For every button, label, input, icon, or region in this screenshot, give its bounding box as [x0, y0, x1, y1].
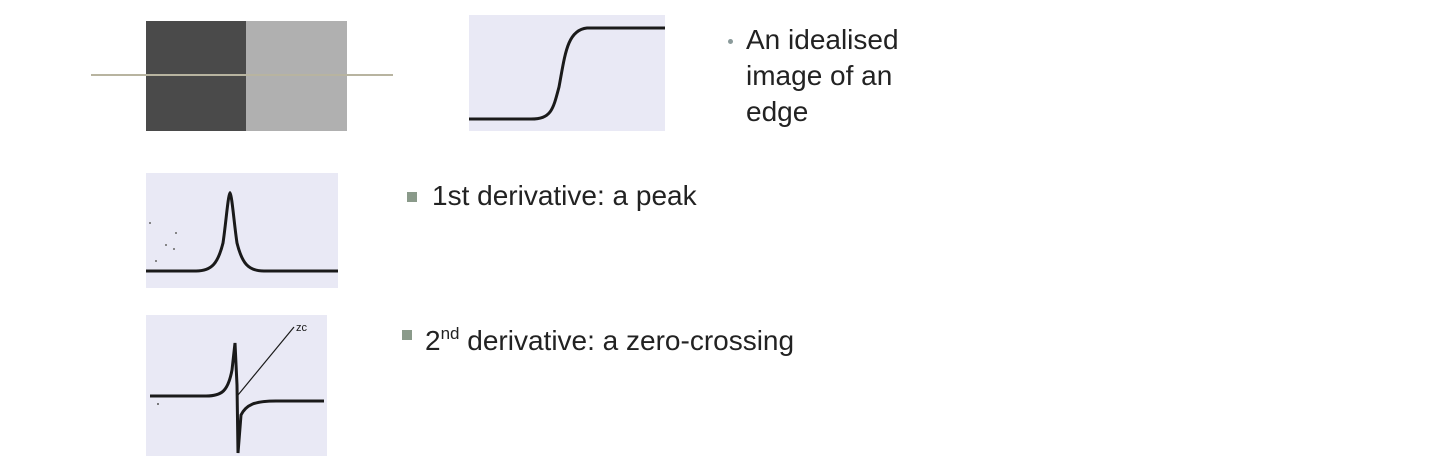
second-derivative-prefix: 2	[425, 325, 441, 356]
first-derivative-plot	[146, 173, 338, 288]
bullet-square-first	[407, 192, 417, 202]
bullet-idealised: An idealised image of an edge	[746, 22, 899, 130]
second-derivative-text: derivative: a zero-crossing	[459, 325, 795, 356]
bullet-square-second	[402, 330, 412, 340]
scan-line	[91, 74, 393, 76]
step-curve	[469, 26, 665, 121]
bullet-idealised-line-2: image of an	[746, 60, 893, 91]
edge-dark-region	[146, 21, 246, 131]
edge-image	[146, 21, 347, 131]
zc-label: zc	[296, 322, 308, 334]
bullet-dot-idealised	[728, 39, 733, 44]
edge-light-region	[246, 21, 347, 131]
bullet-second-derivative: 2nd derivative: a zero-crossing	[425, 316, 794, 359]
speckle-noise	[149, 222, 177, 262]
step-curve-svg	[469, 26, 665, 121]
peak-curve-svg	[146, 190, 338, 273]
zc-pointer-line	[237, 326, 295, 396]
bullet-idealised-line-3: edge	[746, 96, 809, 127]
zero-crossing-svg: zc	[150, 322, 324, 454]
zero-crossing-curve	[150, 342, 324, 454]
bullet-first-derivative: 1st derivative: a peak	[432, 180, 697, 211]
second-derivative-plot: zc	[146, 315, 327, 456]
bullet-idealised-line-1: An idealised	[746, 24, 899, 55]
peak-curve	[146, 190, 338, 273]
intensity-profile-plot	[469, 15, 665, 131]
second-derivative-superscript: nd	[440, 324, 460, 343]
